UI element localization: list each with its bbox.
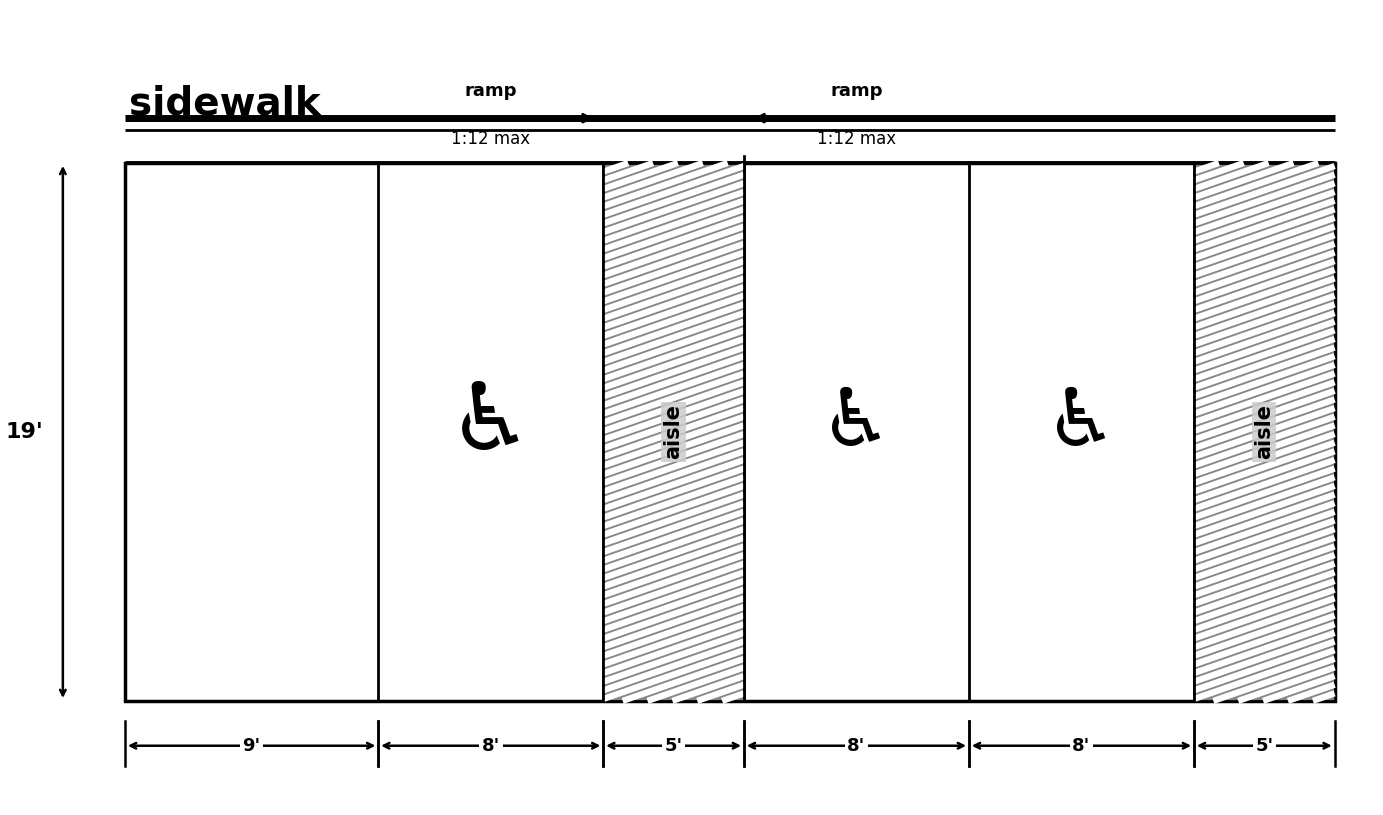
- Text: aisle: aisle: [664, 404, 683, 460]
- Bar: [603, 163, 744, 701]
- Text: 1:12 max: 1:12 max: [451, 130, 530, 148]
- Text: 5': 5': [664, 737, 683, 755]
- Text: 8': 8': [848, 737, 866, 755]
- Text: sidewalk: sidewalk: [129, 85, 321, 122]
- Text: ♿: ♿: [820, 385, 892, 463]
- Text: 19': 19': [6, 422, 43, 442]
- Text: 8': 8': [481, 737, 499, 755]
- Text: 8': 8': [1072, 737, 1091, 755]
- Text: ramp: ramp: [830, 82, 882, 100]
- Text: ramp: ramp: [465, 82, 517, 100]
- Bar: [1194, 163, 1335, 701]
- Text: 1:12 max: 1:12 max: [817, 130, 896, 148]
- Text: 5': 5': [1256, 737, 1274, 755]
- Bar: [124, 163, 1335, 701]
- Text: aisle: aisle: [1254, 404, 1274, 460]
- Text: 9': 9': [242, 737, 261, 755]
- Text: ♿: ♿: [448, 378, 532, 469]
- Text: ♿: ♿: [1046, 385, 1117, 463]
